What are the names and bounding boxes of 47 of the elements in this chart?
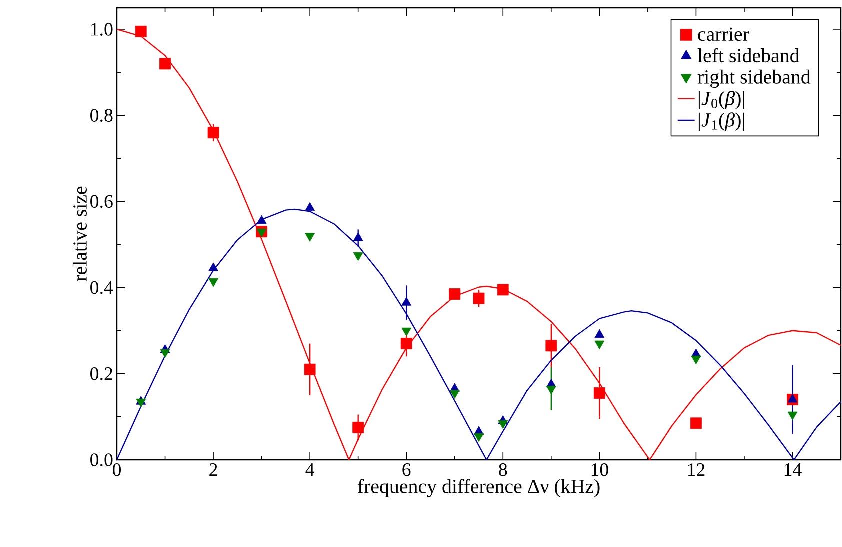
- y-tick-label: 0.4: [90, 281, 114, 294]
- point: [305, 233, 316, 242]
- y-tick-label: 0.0: [90, 454, 113, 466]
- point: [449, 288, 461, 300]
- legend-label: |J$_{0}$(β)|: [698, 91, 744, 110]
- point: [546, 386, 556, 395]
- x-tick-label: 14: [784, 464, 802, 476]
- x-tick-label: 12: [688, 464, 705, 476]
- x-tick-label: 8: [499, 464, 508, 476]
- legend-label: carrier: [698, 28, 750, 42]
- point: [304, 364, 316, 376]
- point: [497, 284, 509, 296]
- point: [160, 58, 171, 70]
- point: [690, 418, 702, 430]
- x-tick-label: 2: [210, 464, 218, 476]
- legend-label: |J$_{1}$(β)|: [698, 112, 744, 132]
- point: [160, 349, 170, 358]
- point: [208, 127, 220, 139]
- point: [691, 356, 702, 365]
- y-tick-label: 0.8: [90, 109, 113, 122]
- point: [256, 228, 267, 238]
- point: [473, 292, 485, 304]
- y-axis-title: relative size: [72, 186, 87, 282]
- x-tick-label: 6: [402, 464, 411, 476]
- point: [400, 338, 412, 350]
- y-tick-label: 0.2: [90, 367, 112, 380]
- legend-label: right sideband: [698, 70, 811, 88]
- point: [594, 388, 606, 399]
- point: [402, 328, 412, 337]
- point: [353, 252, 364, 262]
- point: [136, 398, 146, 408]
- x-tick-label: 4: [306, 464, 315, 476]
- x-tick-label: 10: [592, 464, 608, 476]
- y-tick-label: 1.0: [91, 23, 113, 36]
- point: [450, 390, 460, 399]
- point: [546, 340, 558, 352]
- point: [352, 422, 364, 434]
- y-tick-label: 0.6: [90, 195, 113, 208]
- point: [474, 433, 484, 442]
- point: [135, 26, 147, 38]
- point: [208, 278, 218, 288]
- legend-label: left sideband: [698, 48, 800, 63]
- x-axis-title: frequency difference Δν (kHz): [358, 479, 600, 498]
- x-tick-label: 0: [112, 464, 122, 476]
- point: [788, 412, 798, 420]
- point: [594, 340, 605, 350]
- point: [498, 420, 508, 430]
